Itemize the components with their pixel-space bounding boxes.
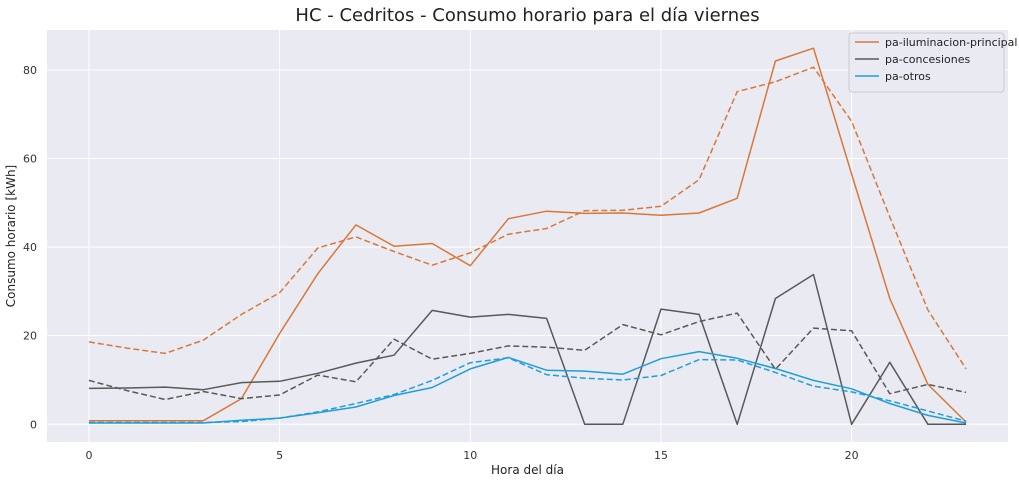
legend-label: pa-iluminacion-principal <box>885 36 1017 49</box>
y-tick-label: 60 <box>23 152 37 165</box>
legend-label: pa-otros <box>885 70 931 83</box>
series-lines <box>88 47 967 426</box>
legend: pa-iluminacion-principal pa-concesiones pa… <box>848 32 1017 93</box>
x-tick-labels: 0 5 10 15 20 <box>85 449 858 462</box>
x-tick-label: 15 <box>654 449 668 462</box>
grid <box>47 30 1008 442</box>
y-tick-labels: 0 20 40 60 80 <box>23 64 37 431</box>
series-line-0 <box>88 47 967 423</box>
x-tick-label: 0 <box>85 449 92 462</box>
x-axis-label: Hora del día <box>491 463 564 477</box>
plot-area <box>47 30 1008 442</box>
series-line-2 <box>88 350 967 424</box>
series-line-1 <box>88 273 967 426</box>
legend-box <box>848 32 1005 93</box>
x-tick-label: 10 <box>463 449 477 462</box>
y-tick-label: 0 <box>30 418 37 431</box>
y-tick-label: 40 <box>23 241 37 254</box>
y-tick-label: 80 <box>23 64 37 77</box>
y-axis-label: Consumo horario [kWh] <box>4 165 18 307</box>
dashed-series-line-5 <box>88 357 967 424</box>
x-tick-label: 20 <box>845 449 859 462</box>
x-tick-label: 5 <box>276 449 283 462</box>
dashed-series-line-3 <box>88 66 967 370</box>
y-tick-label: 20 <box>23 330 37 343</box>
legend-label: pa-concesiones <box>885 53 971 66</box>
chart-title: HC - Cedritos - Consumo horario para el … <box>295 5 759 26</box>
dashed-series-line-4 <box>88 312 967 401</box>
